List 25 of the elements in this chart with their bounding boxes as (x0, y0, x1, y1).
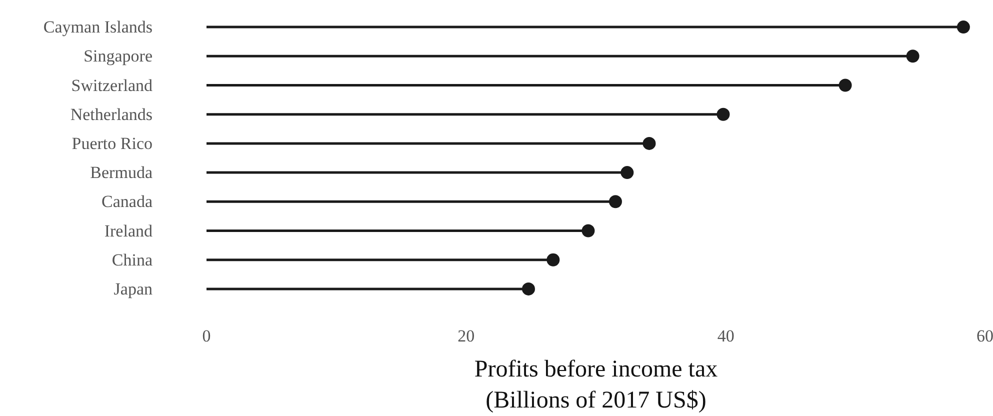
x-axis-title: Profits before income tax (Billions of 2017 US$) (474, 356, 718, 414)
point (642, 136, 656, 150)
y-tick-label: Ireland (104, 221, 153, 240)
point (838, 78, 852, 92)
point (906, 50, 920, 63)
y-tick-label: Switzerland (71, 76, 153, 95)
y-tick-label: Bermuda (90, 163, 153, 182)
point (608, 195, 622, 208)
point (956, 20, 970, 34)
y-tick-label: Cayman Islands (43, 18, 153, 37)
point (546, 253, 560, 266)
y-tick-label: Singapore (84, 46, 153, 66)
point (620, 166, 634, 180)
y-tick-label: Puerto Rico (72, 134, 153, 153)
point (716, 108, 730, 121)
x-tick-label: 40 (717, 326, 734, 346)
point (582, 224, 595, 238)
x-tick-label: 20 (458, 326, 475, 346)
y-tick-label: China (112, 250, 153, 270)
x-tick-label: 0 (202, 326, 211, 346)
point (522, 282, 535, 296)
y-tick-label: Canada (102, 192, 153, 212)
y-tick-label: Netherlands (70, 104, 153, 124)
x-tick-label: 60 (976, 326, 993, 346)
y-tick-label: Japan (114, 279, 153, 298)
